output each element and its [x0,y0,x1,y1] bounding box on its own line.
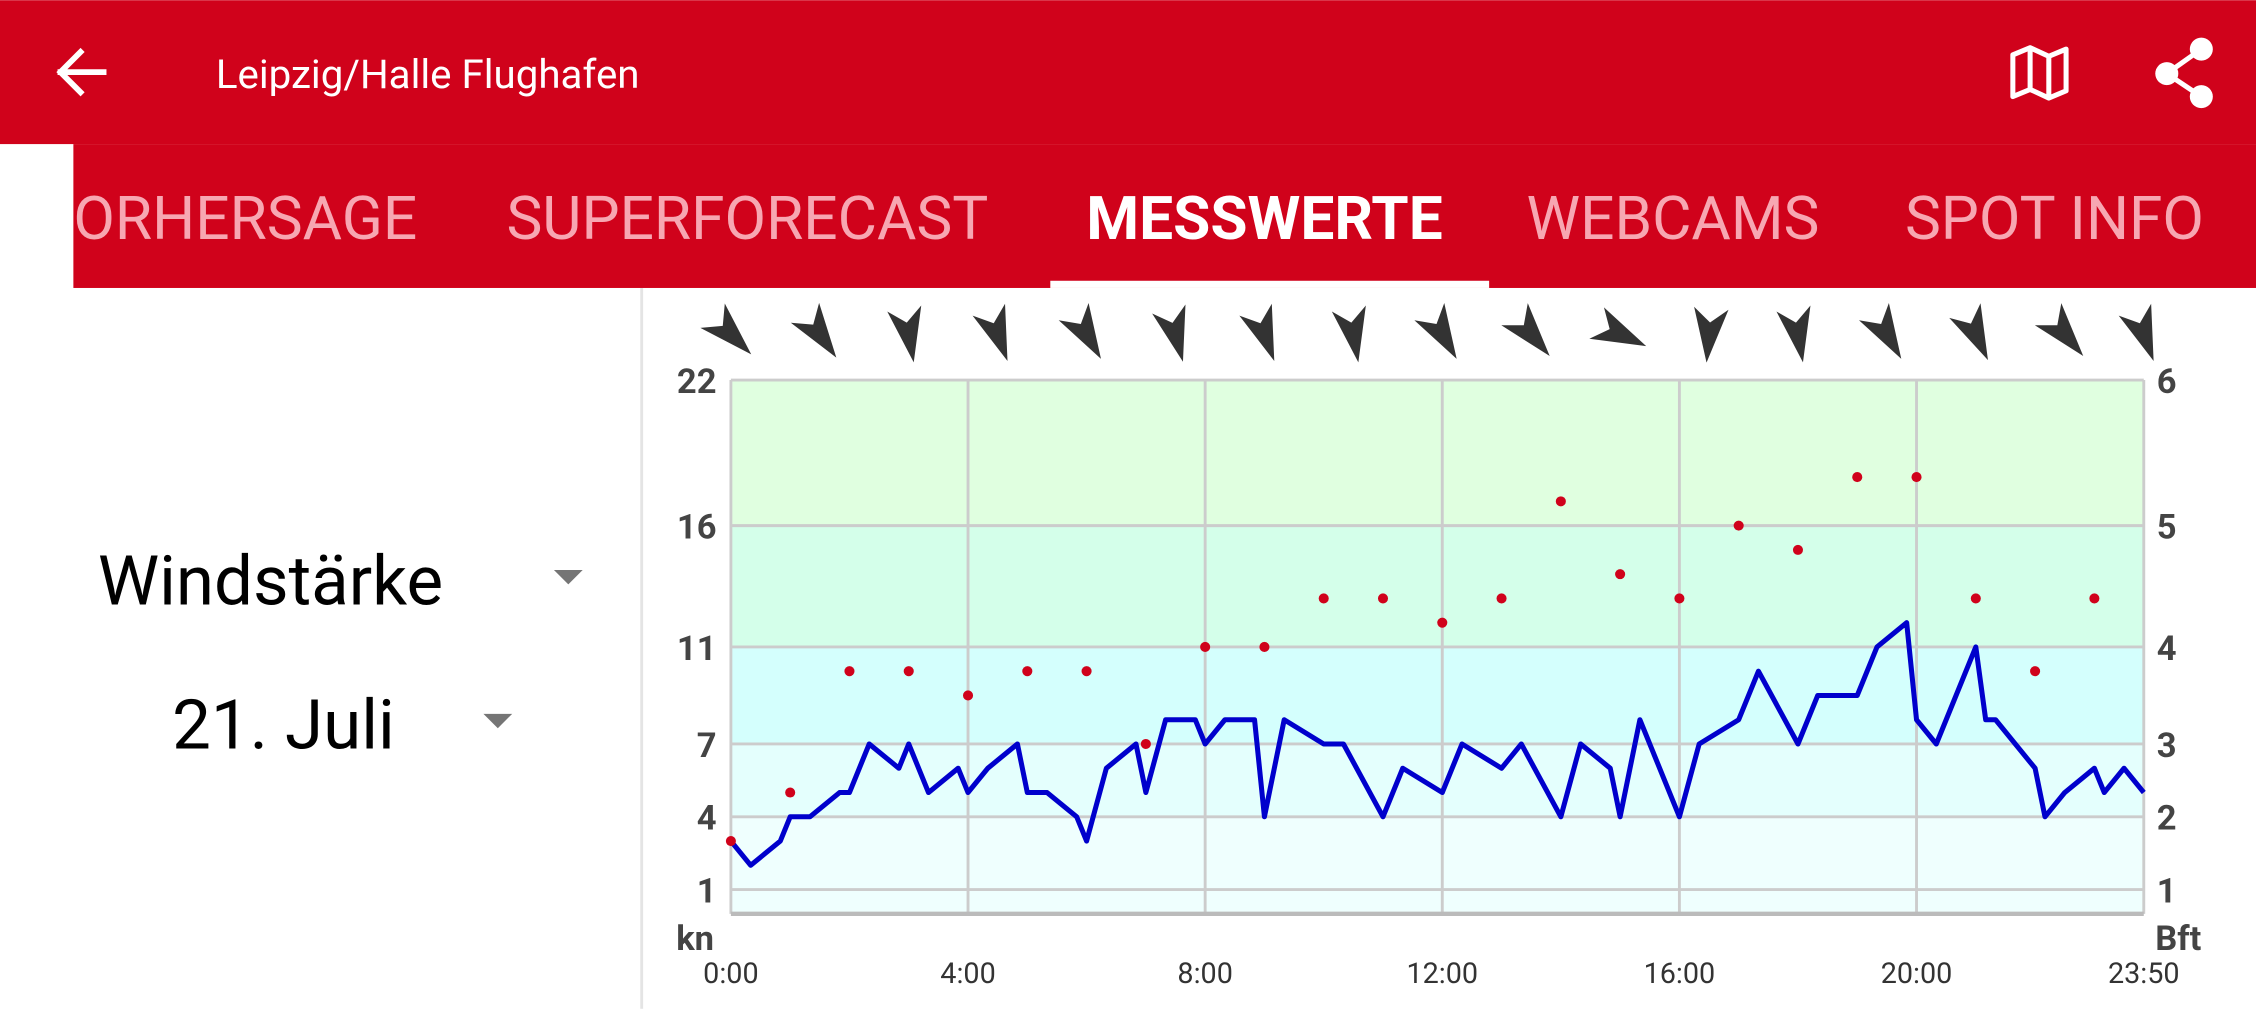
y-tick-label: 11 [677,629,717,669]
zone-band [730,889,2144,914]
gust-dot [1852,472,1863,483]
y2-unit: Bft [2155,919,2201,959]
wind-arrow [700,303,752,355]
gust-dot [1200,641,1211,652]
gust-dot [1081,666,1092,677]
gust-dot [785,787,796,798]
wind-arrow [2034,303,2084,357]
measure-label: Windstärke [98,540,443,621]
y-unit: kn [676,919,714,959]
gust-dot [1318,593,1329,604]
chart: 1 14 27 311 416 522 60:00 4:00 8:00 12:00 16:00 20:… [676,302,2202,991]
x-tick-label: 12:00 [1406,957,1478,991]
tab-bar [73,144,2256,288]
y2-tick-label: 2 [2157,799,2177,839]
wind-arrow [1694,306,1729,363]
gust-dot [1555,496,1566,507]
zone-band [730,525,2144,647]
wind-arrow [1776,305,1811,363]
back-button[interactable] [56,47,107,97]
tab-indicator [1050,280,1490,288]
dropdown-icon [483,713,513,729]
tab[interactable]: WEBCAMS [1527,183,1820,254]
x-tick-label: 16:00 [1644,957,1716,991]
gust-dot [1377,593,1389,604]
gust-dot [1911,472,1922,483]
map-icon [2010,45,2069,101]
share-lines [2162,47,2203,99]
tab[interactable]: MESSWERTE [1086,183,1442,254]
gust-dot [725,836,736,847]
zone-band [730,380,2144,526]
zone-band [730,646,2144,744]
y-tick-label: 1 [697,872,717,912]
x-tick-label: 4:00 [940,957,995,991]
wind-arrow [1589,307,1647,347]
y-tick-label: 16 [677,508,717,548]
y-tick-label: 7 [697,726,717,766]
gust-dot [1259,641,1270,652]
wind-arrow [790,302,837,358]
dropdown-icon [553,569,583,585]
y2-tick-label: 3 [2157,726,2177,766]
gust-dot [1496,593,1507,604]
gust-dot [844,666,855,677]
tab[interactable]: ORHERSAGE [73,183,417,254]
app-title: Leipzig/Halle Flughafen [216,51,640,98]
x-tick-label: 20:00 [1881,957,1953,991]
wind-arrow [1058,302,1101,359]
gust-dot [1022,666,1033,677]
tab[interactable]: SUPERFORECAST [506,183,988,254]
wind-arrow [887,305,922,363]
app-bar [0,0,2256,145]
y2-tick-label: 5 [2157,508,2177,548]
wind-arrow [1414,302,1457,359]
back-icon [56,47,107,97]
share-button[interactable] [2155,37,2213,109]
wind-arrow [1949,303,1988,361]
wind-arrow [1331,305,1366,363]
wind-arrow [1239,303,1275,362]
tab[interactable]: SPOT INFO [1905,183,2204,254]
gust-dot [1437,617,1448,628]
tabs: ORHERSAGE SUPERFORECAST MESSWERTE WEBCAMS SP… [73,183,2204,254]
map-button[interactable] [2010,45,2069,101]
wind-arrow [972,303,1008,362]
measure-selector[interactable]: Windstärke [98,540,583,621]
x-tick-label: 8:00 [1177,957,1232,991]
gust-dot [962,690,974,701]
gust-dot [1674,593,1685,604]
wind-arrow [2118,303,2154,362]
gust-dot [1615,569,1626,580]
date-selector[interactable]: 21. Juli [172,684,513,765]
gust-dot [1733,520,1744,531]
gust-dot [1140,738,1151,750]
x-tick-label: 0:00 [703,957,758,991]
date-label: 21. Juli [172,684,395,765]
y2-tick-label: 4 [2157,629,2177,669]
gust-dot [1970,593,1981,604]
wind-arrow [1152,304,1186,362]
wind-arrow [1858,302,1902,359]
wind-speed-line [728,620,2146,868]
y2-tick-label: 1 [2157,872,2177,912]
zone-band [730,816,2144,890]
gust-dot [2030,666,2041,677]
gust-dot [903,666,914,677]
wind-arrow [1501,303,1550,357]
y-tick-label: 22 [677,362,717,402]
y-tick-label: 4 [697,799,717,839]
zone-band [730,743,2144,817]
y2-tick-label: 6 [2157,362,2177,402]
gust-dot [2089,593,2100,604]
x-tick-label: 23:50 [2108,957,2180,991]
gust-dot [1792,544,1804,555]
